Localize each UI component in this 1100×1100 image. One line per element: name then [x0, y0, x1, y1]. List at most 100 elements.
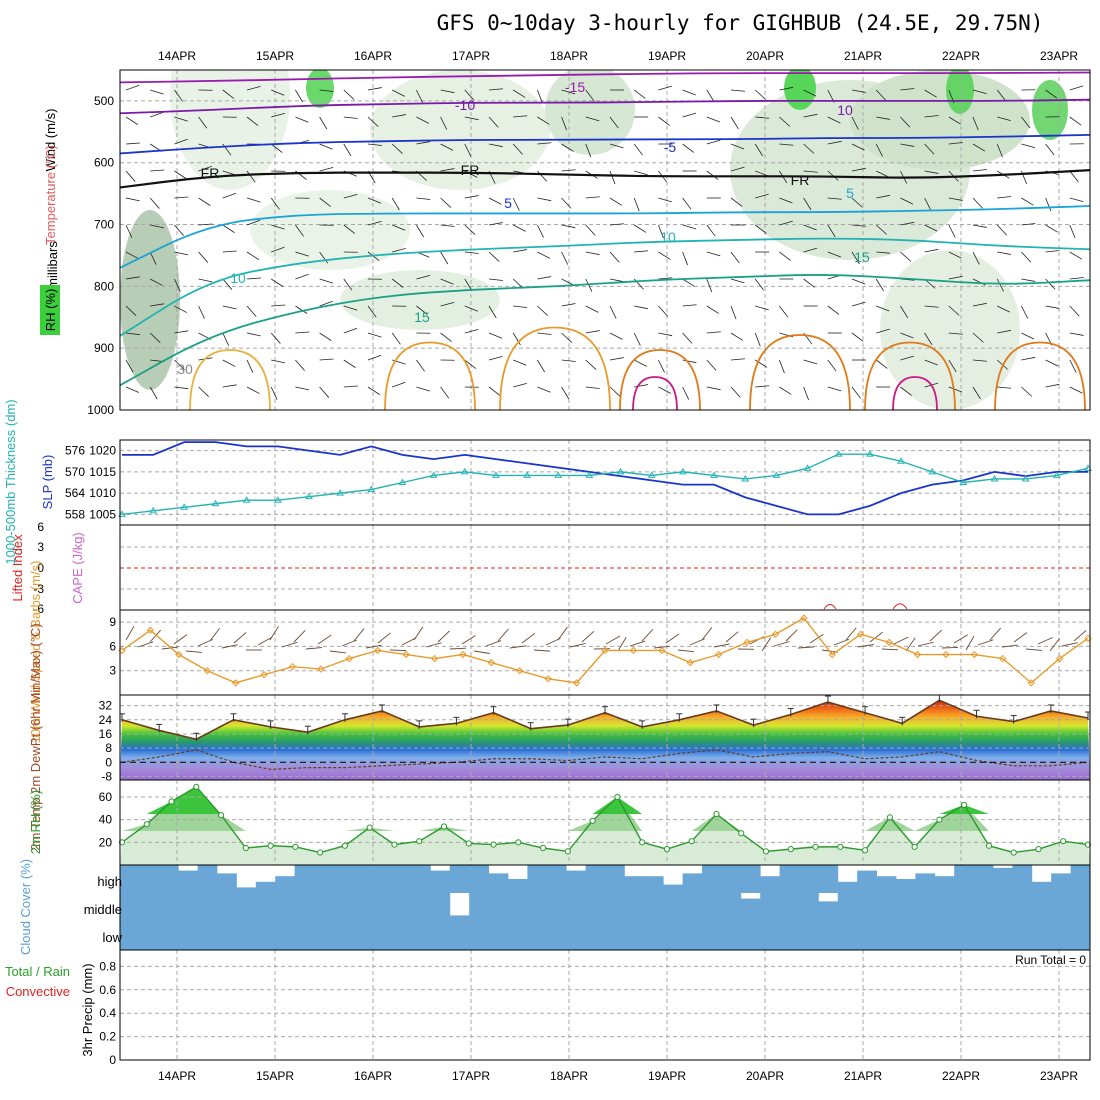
rh-point — [861, 847, 869, 854]
wind-barb — [948, 386, 963, 393]
wind-barb — [779, 359, 785, 374]
precip-axis-wrap: 3hr Precip (mm) — [80, 963, 95, 1056]
wind10m-barb — [845, 627, 857, 641]
wind10m-barb — [761, 637, 772, 652]
warm-contour — [994, 341, 1086, 410]
wind-barb — [319, 116, 328, 130]
wind-barb — [125, 116, 138, 125]
cloud-bar-low — [391, 921, 412, 950]
cloud-bar-middle — [915, 893, 936, 921]
contour-label: -10 — [455, 97, 475, 113]
wind-barb — [875, 278, 884, 292]
cloud-bar-low — [255, 921, 276, 950]
cloud-bar-high — [993, 867, 1013, 893]
wind-barb — [537, 224, 544, 238]
rh-tick-20: 20 — [99, 835, 113, 849]
cloud-bar-low — [197, 921, 218, 950]
isotherm-5 — [120, 205, 1090, 269]
wind-barb — [416, 274, 431, 280]
wind10m-barb — [725, 631, 739, 643]
cloud-bar-high — [527, 865, 548, 893]
cloud-bar-low — [430, 921, 451, 950]
rh-point — [391, 841, 398, 848]
wind-barb — [174, 170, 187, 179]
bottom-date-16APR: 16APR — [354, 1069, 392, 1083]
cloud-level-middle: middle — [84, 902, 122, 917]
cloud-bar-low — [799, 921, 819, 950]
wind-speed-point — [1055, 654, 1064, 663]
wind10m-barb — [365, 644, 382, 649]
wind-barb — [585, 196, 600, 199]
rh-point — [911, 843, 918, 850]
wind-speed-point — [402, 650, 410, 659]
cloud-bar-high — [973, 865, 994, 893]
wind-barb — [440, 197, 452, 208]
wind-barb — [779, 86, 794, 91]
wind-barb — [198, 223, 213, 226]
wind-barb — [270, 278, 284, 287]
cloud-bar-middle — [818, 901, 839, 921]
rh-blob — [170, 70, 290, 190]
wind-barb — [174, 251, 189, 256]
wind-barb — [512, 143, 523, 155]
rh-point — [292, 843, 299, 850]
wind-barb — [343, 305, 358, 311]
wind-barb — [295, 386, 310, 391]
temp-tick-0: 0 — [105, 755, 112, 769]
wind-barb — [537, 276, 552, 280]
wind-barb — [1045, 143, 1055, 156]
wind-barb — [658, 386, 672, 394]
cloud-bar-high — [799, 865, 819, 893]
thickness-point — [1021, 474, 1030, 482]
cloud-bar-high — [915, 873, 936, 893]
wind10m-barb — [317, 634, 332, 645]
wind-barb — [658, 116, 670, 126]
wind-barb — [948, 197, 963, 201]
wind-barb — [900, 221, 915, 226]
wind-barb — [343, 89, 355, 100]
cloud-bar-low — [139, 921, 160, 950]
wind-barb — [246, 305, 257, 317]
wind-barb — [876, 194, 891, 199]
wind10m-barb — [137, 641, 154, 648]
wind-barb — [948, 275, 963, 280]
wind-barb — [779, 143, 794, 146]
cloud-bar-middle — [120, 893, 140, 921]
wind-barb — [779, 251, 791, 261]
isotherm-lines — [120, 71, 1090, 410]
rh-blob — [340, 270, 500, 330]
cloud-bar-low — [275, 921, 295, 950]
cloud-bar-middle — [566, 893, 586, 921]
thickness-point — [928, 467, 937, 475]
wind-barb — [270, 332, 281, 344]
cloud-axis-wrap: Cloud Cover (%) — [18, 859, 33, 955]
p-tick-600: 600 — [94, 156, 114, 170]
cloud-bar-high — [585, 865, 606, 893]
top-date-22APR: 22APR — [942, 49, 980, 63]
wind-barb — [706, 224, 716, 237]
wind-barb — [1069, 224, 1076, 239]
precip-total-legend: Total / Rain — [5, 964, 70, 979]
thickness-point — [336, 489, 345, 496]
wind10m-barb — [1073, 630, 1087, 642]
wind10m-barb — [161, 646, 178, 650]
rh-panel: 20 40 60 2m RH (%) — [28, 779, 1092, 866]
rh-point — [490, 841, 497, 848]
wind-barb — [997, 329, 1012, 334]
wind-barb — [1069, 170, 1079, 183]
wind-barb — [150, 278, 163, 286]
wind-barb — [585, 330, 600, 334]
wind10m-barb — [485, 640, 502, 647]
wind-barb — [319, 332, 332, 341]
wind-barb — [997, 251, 1012, 255]
wind-barb — [246, 85, 261, 91]
rh-point — [440, 823, 448, 830]
bottom-date-22APR: 22APR — [942, 1069, 980, 1083]
wind-barb — [343, 359, 356, 368]
wind-barb — [1069, 197, 1084, 203]
wind-barb — [537, 116, 550, 125]
wind-barb — [1045, 278, 1056, 290]
cloud-bar-low — [837, 921, 858, 950]
thickness-point — [959, 478, 968, 485]
wind-barb — [1045, 383, 1060, 388]
